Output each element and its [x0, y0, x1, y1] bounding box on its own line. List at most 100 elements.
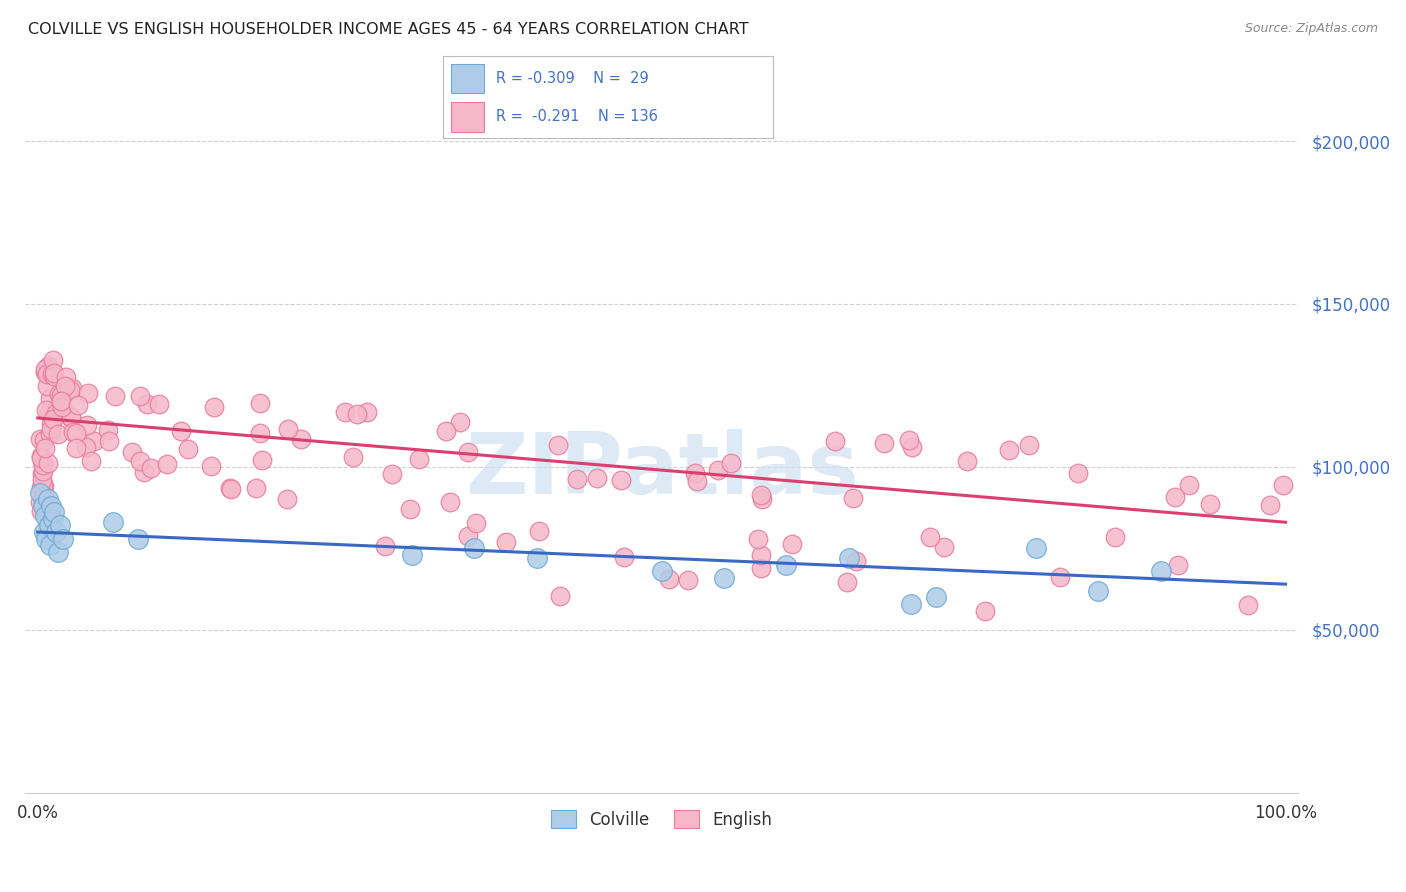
Point [32, 489, 55, 503]
Point [1198, 497, 1220, 511]
Point [80, 453, 103, 467]
Point [31, 467, 53, 481]
Point [31, 499, 53, 513]
Point [401, 548, 423, 562]
Point [374, 539, 396, 553]
Point [1167, 558, 1189, 573]
Point [252, 453, 274, 467]
Point [35, 532, 58, 546]
Point [548, 589, 571, 603]
Point [60, 382, 83, 396]
Point [845, 554, 868, 568]
Point [32, 458, 55, 472]
Point [38, 391, 60, 405]
Point [398, 502, 420, 516]
Point [35, 379, 58, 393]
Point [1049, 570, 1071, 584]
Point [38, 518, 60, 533]
Point [148, 397, 170, 411]
Point [873, 435, 896, 450]
Point [32, 524, 55, 539]
Point [1237, 598, 1260, 612]
Point [135, 397, 157, 411]
Point [42, 366, 65, 380]
Point [41, 367, 63, 381]
Point [449, 415, 471, 429]
Point [218, 481, 240, 495]
Point [651, 564, 673, 578]
Point [1150, 564, 1173, 578]
Point [41, 512, 63, 526]
Point [76, 418, 98, 433]
Point [547, 438, 569, 452]
Point [127, 532, 149, 546]
Point [34, 365, 56, 379]
Point [381, 467, 404, 482]
Point [1104, 530, 1126, 544]
Text: COLVILLE VS ENGLISH HOUSEHOLDER INCOME AGES 45 - 64 YEARS CORRELATION CHART: COLVILLE VS ENGLISH HOUSEHOLDER INCOME A… [28, 22, 749, 37]
Point [129, 388, 152, 402]
Point [998, 442, 1021, 457]
Point [46, 544, 69, 558]
Point [42, 506, 65, 520]
Point [457, 445, 479, 459]
Point [156, 457, 179, 471]
Point [34, 362, 56, 376]
Point [31, 464, 53, 478]
Point [276, 492, 298, 507]
Point [37, 456, 59, 470]
Point [129, 454, 152, 468]
Point [75, 440, 97, 454]
Point [1258, 498, 1281, 512]
Point [45, 524, 67, 539]
Point [49, 393, 72, 408]
Point [1018, 438, 1040, 452]
Point [932, 540, 955, 554]
Text: ZIPatlas: ZIPatlas [465, 429, 859, 512]
Point [749, 548, 772, 562]
Point [586, 471, 609, 485]
Point [434, 425, 457, 439]
Text: Source: ZipAtlas.com: Source: ZipAtlas.com [1244, 22, 1378, 36]
Point [65, 426, 87, 441]
Point [65, 441, 87, 455]
Point [170, 424, 193, 438]
Point [686, 474, 709, 488]
Point [1025, 541, 1047, 556]
Point [42, 369, 65, 384]
Point [463, 541, 485, 556]
Point [838, 551, 860, 566]
Point [1164, 490, 1187, 504]
Point [30, 449, 52, 463]
Point [1087, 583, 1109, 598]
Point [751, 491, 773, 506]
Point [32, 480, 55, 494]
Point [66, 398, 89, 412]
Point [59, 411, 82, 425]
Point [98, 434, 121, 449]
Point [1272, 477, 1295, 491]
Point [62, 425, 84, 440]
Text: R = -0.309    N =  29: R = -0.309 N = 29 [496, 70, 648, 86]
Point [747, 532, 769, 546]
Point [457, 529, 479, 543]
Point [32, 458, 55, 473]
Point [277, 422, 299, 436]
Point [39, 538, 62, 552]
Point [38, 406, 60, 420]
Point [48, 426, 70, 441]
Point [841, 491, 863, 505]
Point [221, 482, 243, 496]
Point [290, 432, 312, 446]
Point [177, 442, 200, 456]
Point [898, 434, 921, 448]
Point [97, 424, 120, 438]
Point [613, 549, 636, 564]
Point [658, 572, 681, 586]
Point [83, 434, 105, 449]
Legend: Colville, English: Colville, English [544, 804, 779, 836]
Point [51, 400, 73, 414]
Point [465, 516, 488, 530]
Point [713, 571, 735, 585]
Point [925, 590, 948, 604]
